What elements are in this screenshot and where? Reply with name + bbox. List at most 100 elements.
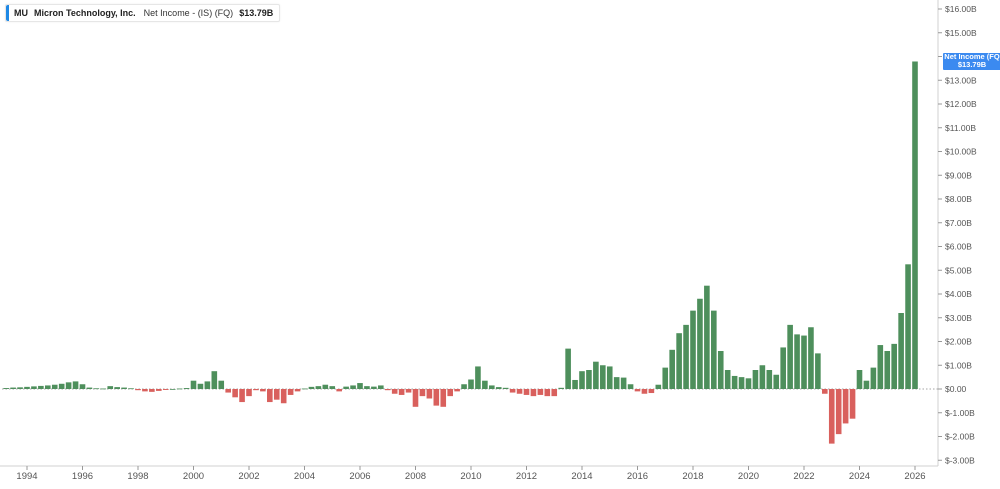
bar — [856, 370, 863, 389]
bar — [280, 389, 287, 404]
y-tick-label: $5.00B — [945, 265, 972, 275]
bar — [620, 377, 627, 389]
bar — [225, 389, 231, 393]
bar — [169, 389, 176, 390]
x-tick-label: 2024 — [849, 471, 870, 482]
bar — [676, 333, 682, 389]
bar — [315, 386, 322, 389]
bar — [835, 389, 842, 435]
bar — [142, 389, 148, 392]
bar — [704, 285, 710, 389]
bar — [246, 389, 252, 397]
bar — [350, 385, 356, 389]
bar — [24, 386, 30, 389]
bar — [593, 361, 599, 389]
bar — [905, 264, 911, 389]
bar — [690, 310, 696, 389]
bar — [544, 389, 551, 397]
bar — [121, 387, 127, 389]
bar — [516, 389, 523, 394]
bar — [537, 389, 544, 395]
bar — [371, 386, 377, 389]
bar — [72, 381, 79, 389]
bar — [426, 389, 433, 399]
bar — [308, 386, 315, 389]
bar — [509, 389, 516, 393]
bar — [794, 334, 800, 389]
bar — [128, 388, 134, 390]
bar — [780, 347, 786, 389]
bar — [822, 389, 828, 394]
bar — [31, 386, 37, 389]
legend-metric-value: $13.79B — [239, 8, 274, 18]
bar — [239, 389, 245, 403]
x-tick-label: 2016 — [627, 471, 648, 482]
bar — [669, 349, 675, 389]
x-tick-label: 2026 — [904, 471, 925, 482]
bar — [565, 348, 571, 389]
bar — [433, 389, 440, 406]
bar — [162, 389, 169, 390]
legend-ticker[interactable]: MU — [14, 8, 28, 18]
bar — [482, 380, 488, 389]
bar — [100, 388, 107, 390]
x-tick-label: 1994 — [16, 471, 37, 482]
bar — [378, 385, 384, 389]
y-tick-label: $6.00B — [945, 242, 972, 252]
bar — [343, 386, 349, 389]
bar — [86, 387, 93, 389]
bar — [10, 387, 16, 389]
bar — [655, 384, 662, 389]
x-tick-label: 1998 — [127, 471, 148, 482]
bar — [65, 382, 72, 389]
bar — [114, 387, 120, 389]
bar — [606, 366, 613, 389]
y-tick-label: $16.00B — [945, 4, 977, 14]
bar — [301, 388, 308, 390]
bar — [787, 324, 793, 389]
bar — [107, 386, 114, 389]
x-tick-label: 2002 — [238, 471, 259, 482]
last-value-tag-value: $13.79B — [957, 60, 987, 69]
bar — [828, 389, 835, 444]
bar — [287, 389, 294, 395]
bar — [197, 383, 204, 389]
bar — [891, 343, 897, 389]
bar — [898, 313, 904, 389]
bar — [766, 370, 773, 389]
last-value-tag: Net Income (FQ $13.79B — [943, 53, 1000, 70]
bar — [176, 388, 183, 390]
bar — [3, 388, 9, 389]
bar — [329, 386, 336, 389]
bar — [752, 370, 759, 389]
bar — [502, 387, 509, 389]
last-value-tag-label: Net Income (FQ — [944, 53, 1000, 61]
bar — [523, 389, 530, 395]
bar — [58, 383, 65, 389]
bar — [613, 377, 620, 389]
bar — [51, 384, 58, 389]
bar — [627, 384, 634, 389]
bar — [648, 389, 655, 394]
bar — [336, 389, 342, 392]
legend-color-marker — [6, 5, 9, 21]
legend-company-name: Micron Technology, Inc. — [34, 8, 136, 18]
bar — [412, 389, 419, 407]
bar — [260, 389, 266, 392]
bar — [662, 367, 669, 389]
bar — [294, 389, 301, 392]
bar — [204, 381, 211, 389]
x-tick-label: 2000 — [183, 471, 204, 482]
bar — [364, 386, 370, 389]
bar — [357, 383, 363, 389]
x-tick-label: 2008 — [405, 471, 426, 482]
bar — [558, 387, 564, 389]
y-tick-label: $12.00B — [945, 99, 977, 109]
chart-legend[interactable]: MU Micron Technology, Inc. Net Income - … — [5, 4, 281, 22]
x-tick-label: 2020 — [738, 471, 759, 482]
y-tick-label: $10.00B — [945, 147, 977, 157]
y-tick-label: $8.00B — [945, 194, 972, 204]
bar — [45, 385, 51, 389]
y-tick-label: $13.00B — [945, 75, 977, 85]
